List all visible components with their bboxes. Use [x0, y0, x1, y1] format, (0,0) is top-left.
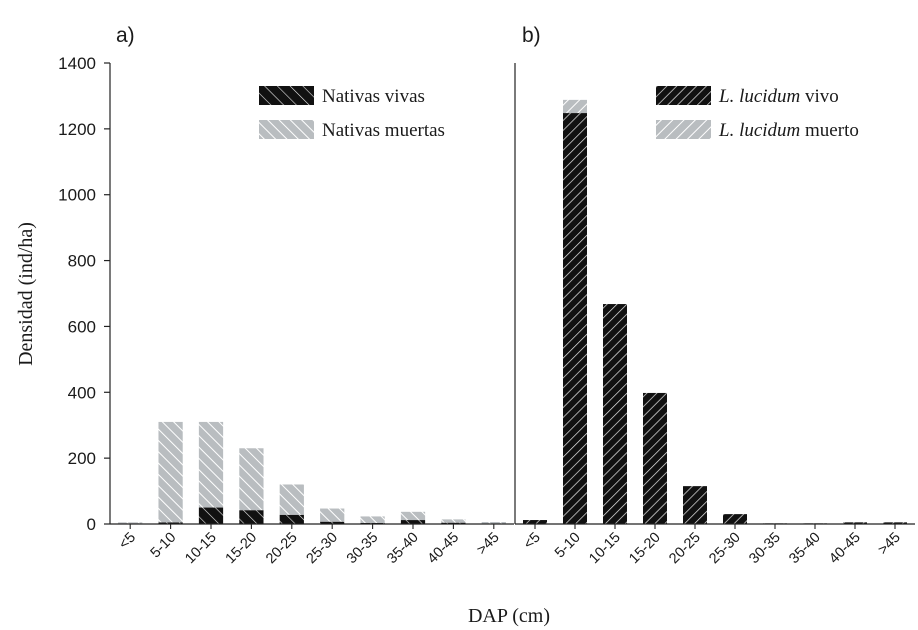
- y-tick-label: 800: [68, 252, 96, 271]
- y-axis: 0 200 400 600 800 1000 1200 1400: [58, 54, 111, 534]
- x-tick-label: 40-45: [425, 530, 463, 568]
- bar-a-s0-8: [441, 522, 466, 524]
- legend-label-nativas-muertas: Nativas muertas: [322, 120, 445, 141]
- bar-b-s0-1: [563, 113, 587, 525]
- x-axis-panel-a: <5 5-10 10-15 15-20 20-25 25-30 30-35 35-40 40-4…: [110, 523, 514, 568]
- legend-label-lucidum-muerto: L. lucidum muerto: [718, 120, 859, 141]
- x-tick-label: <5: [116, 530, 139, 553]
- x-tick-label: >45: [474, 530, 503, 559]
- x-tick-label: 25-30: [706, 530, 744, 568]
- bar-b-s0-0: [523, 520, 547, 524]
- x-tick-label: 15-20: [626, 530, 664, 568]
- x-axis-label: DAP (cm): [468, 605, 550, 627]
- panel-label-a: a): [116, 24, 135, 47]
- x-tick-label: 25-30: [303, 530, 341, 568]
- bar-a-s0-3: [239, 510, 264, 524]
- bar-a-s1-1: [158, 421, 183, 523]
- bar-b-s1-1: [563, 99, 587, 114]
- y-tick-label: 600: [68, 317, 96, 336]
- legend-panel-a: Nativas vivas Nativas muertas: [259, 86, 445, 141]
- bar-a-s1-7: [400, 511, 426, 521]
- y-tick-label: 0: [87, 515, 96, 534]
- bar-b-s0-4: [683, 486, 707, 524]
- x-tick-label: 20-25: [263, 530, 301, 568]
- x-tick-label: 30-35: [344, 530, 382, 568]
- x-tick-label: 30-35: [746, 530, 784, 568]
- bar-b-s0-5: [723, 514, 747, 524]
- y-tick-label: 1200: [58, 120, 96, 139]
- legend-swatch-lucidum-muerto: [656, 120, 711, 139]
- bar-a-s0-1: [158, 522, 183, 524]
- bar-a-s1-8: [441, 519, 466, 523]
- panel-label-b: b): [522, 24, 541, 47]
- bar-a-s1-0: [118, 522, 143, 524]
- bar-a-s1-9: [481, 522, 506, 524]
- bar-b-s0-9: [883, 522, 907, 524]
- bar-a-s1-6: [360, 516, 385, 524]
- legend-label-nativas-vivas: Nativas vivas: [322, 86, 425, 107]
- y-tick-label: 200: [68, 449, 96, 468]
- y-tick-label: 1400: [58, 54, 96, 73]
- panel-a: a) 0 200 400 600 800 1000 1200 1400 <5 5-10 10-15…: [58, 24, 514, 567]
- x-tick-label: <5: [521, 530, 544, 553]
- y-axis-label: Densidad (ind/ha): [15, 222, 37, 366]
- legend-swatch-lucidum-vivo: [656, 86, 711, 105]
- bar-b-s0-3: [643, 392, 667, 524]
- bar-b-s0-2: [603, 304, 627, 524]
- bar-a-s0-2: [198, 507, 224, 524]
- legend-swatch-nativas-vivas: [259, 86, 314, 105]
- bars-panel-b: [523, 99, 907, 525]
- bar-a-s1-3: [239, 448, 264, 511]
- bar-a-s0-5: [320, 521, 345, 524]
- legend-panel-b: L. lucidum vivo L. lucidum muerto: [656, 86, 859, 141]
- legend-swatch-nativas-muertas: [259, 120, 314, 139]
- x-tick-label: 40-45: [826, 530, 864, 568]
- bar-a-s1-4: [279, 484, 304, 515]
- bar-a-s0-4: [279, 514, 304, 524]
- y-tick-label: 400: [68, 383, 96, 402]
- x-axis-panel-b: <5 5-10 10-15 15-20 20-25 25-30 30-35 35-40 40-4…: [515, 523, 915, 568]
- bars-panel-a: [118, 421, 506, 525]
- x-tick-label: 5-10: [148, 530, 180, 562]
- x-tick-label: 10-15: [586, 530, 624, 568]
- x-tick-label: 35-40: [384, 530, 422, 568]
- y-tick-label: 1000: [58, 186, 96, 205]
- bar-a-s1-5: [320, 508, 345, 522]
- x-tick-label: 5-10: [552, 530, 584, 562]
- x-tick-label: 10-15: [182, 530, 220, 568]
- x-tick-label: >45: [875, 530, 904, 559]
- bar-a-s0-7: [400, 520, 426, 524]
- x-tick-label: 20-25: [666, 530, 704, 568]
- x-tick-label: 35-40: [786, 530, 824, 568]
- bar-a-s1-2: [198, 421, 224, 508]
- bar-b-s0-8: [843, 522, 867, 524]
- panel-b: b) <5 5-10 10-15 15-20 20-25 25-30 30-35 35-40 4…: [514, 24, 915, 568]
- legend-label-lucidum-vivo: L. lucidum vivo: [718, 86, 839, 107]
- x-tick-label: 15-20: [223, 530, 261, 568]
